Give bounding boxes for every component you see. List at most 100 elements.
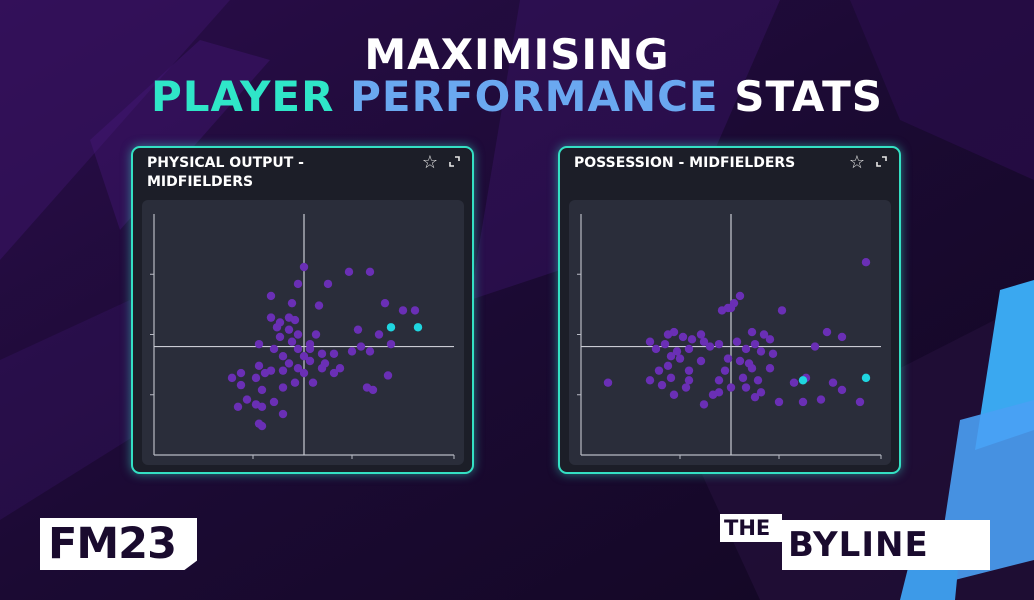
headline-word-player: PLAYER: [150, 72, 335, 121]
data-point: [789, 378, 799, 387]
expand-icon[interactable]: [449, 156, 460, 167]
chart-title: POSSESSION - MIDFIELDERS: [574, 155, 796, 171]
the-byline-logo: THE BYLINE: [720, 514, 990, 570]
data-point: [756, 388, 766, 397]
data-point: [257, 421, 267, 431]
data-point: [293, 364, 303, 373]
data-point: [747, 327, 757, 337]
data-point: [353, 325, 363, 334]
data-point: [705, 342, 715, 351]
data-point: [269, 397, 279, 407]
chart-title: PHYSICAL OUTPUT - MIDFIELDERS: [147, 155, 304, 190]
highlight-point: [798, 376, 808, 385]
data-point: [669, 390, 679, 399]
highlight-point: [386, 323, 396, 332]
data-point: [663, 361, 673, 371]
data-point: [305, 344, 315, 354]
data-point: [828, 378, 838, 387]
data-point: [254, 361, 264, 371]
star-icon[interactable]: ☆: [421, 152, 438, 173]
data-point: [320, 359, 330, 368]
expand-icon[interactable]: [876, 156, 887, 167]
data-point: [251, 373, 261, 383]
data-point: [660, 339, 670, 349]
scatter-plot-possession: [569, 200, 891, 465]
data-point: [257, 385, 267, 395]
data-point: [750, 392, 760, 402]
data-point: [278, 409, 288, 419]
data-point: [299, 262, 309, 272]
data-point: [299, 368, 309, 378]
data-point: [654, 366, 664, 375]
data-point: [284, 325, 294, 334]
data-point: [837, 385, 847, 395]
data-point: [708, 390, 718, 399]
data-point: [308, 378, 318, 387]
data-point: [242, 395, 252, 404]
fm23-logo-text: FM23: [48, 519, 177, 569]
data-point: [768, 349, 778, 358]
data-point: [756, 347, 766, 356]
data-point: [269, 344, 279, 354]
data-point: [822, 327, 832, 337]
data-point: [651, 344, 661, 354]
data-point: [299, 351, 309, 361]
data-point: [765, 364, 775, 373]
data-point: [735, 291, 745, 301]
data-point: [254, 339, 264, 349]
data-point: [747, 364, 757, 373]
highlight-point: [861, 373, 871, 383]
data-point: [672, 347, 682, 356]
data-point: [266, 366, 276, 375]
data-point: [645, 337, 655, 346]
data-point: [380, 298, 390, 308]
data-point: [810, 342, 820, 351]
data-point: [666, 351, 676, 361]
data-point: [741, 383, 751, 392]
data-point: [317, 349, 327, 358]
data-point: [726, 383, 736, 392]
data-point: [236, 368, 246, 378]
data-point: [699, 400, 709, 409]
data-point: [329, 368, 339, 378]
data-point: [290, 315, 300, 325]
chart-card-possession: POSSESSION - MIDFIELDERS ☆: [558, 146, 901, 474]
data-point: [287, 298, 297, 308]
data-point: [750, 339, 760, 349]
data-point: [344, 267, 354, 277]
headline-word-stats: STATS: [734, 72, 884, 121]
data-point: [383, 371, 393, 380]
headline-line-2: PLAYER PERFORMANCE STATS: [0, 72, 1034, 121]
data-point: [696, 330, 706, 339]
scatter-plot-physical-output: [142, 200, 464, 465]
star-icon[interactable]: ☆: [848, 152, 865, 173]
data-point: [278, 383, 288, 392]
data-point: [272, 323, 282, 332]
data-point: [356, 342, 366, 351]
data-point: [684, 376, 694, 385]
highlight-point: [413, 323, 423, 332]
data-point: [816, 395, 826, 404]
data-point: [774, 397, 784, 407]
data-point: [657, 380, 667, 390]
headline-word-performance: PERFORMANCE: [350, 72, 719, 121]
chart-card-physical-output: PHYSICAL OUTPUT - MIDFIELDERS ☆: [131, 146, 474, 474]
data-point: [293, 344, 303, 354]
data-point: [335, 364, 345, 373]
data-point: [236, 380, 246, 390]
data-point: [687, 335, 697, 344]
data-point: [666, 373, 676, 383]
data-point: [275, 332, 285, 342]
data-point: [678, 332, 688, 342]
data-point: [293, 330, 303, 339]
data-point: [374, 330, 384, 339]
data-point: [278, 351, 288, 361]
data-point: [759, 330, 769, 339]
data-point: [329, 349, 339, 358]
data-point: [603, 378, 613, 387]
data-point: [311, 330, 321, 339]
data-point: [837, 332, 847, 342]
data-point: [714, 339, 724, 349]
data-point: [723, 303, 733, 313]
data-point: [669, 327, 679, 337]
